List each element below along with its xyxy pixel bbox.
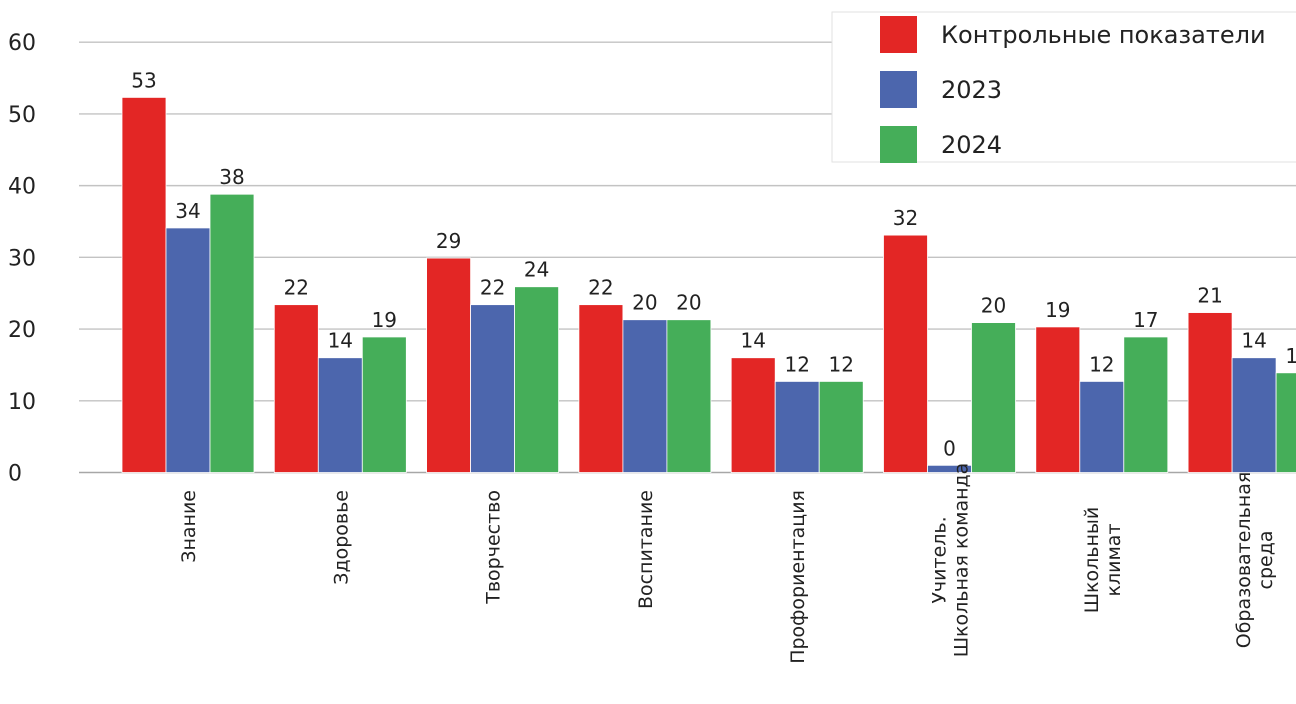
legend-label: 2024 [941, 131, 1002, 159]
bar [317, 357, 363, 473]
data-label: 14 [740, 329, 765, 353]
data-label: 20 [632, 291, 657, 315]
category-label: Здоровье [330, 490, 352, 585]
bar [883, 234, 928, 473]
bar [1035, 326, 1081, 473]
bar [470, 304, 516, 473]
data-label: 19 [1045, 298, 1070, 322]
bar [426, 257, 472, 473]
category-label: Учитель. [929, 516, 951, 603]
y-tick-label: 60 [8, 31, 36, 56]
y-tick-label: 40 [8, 175, 36, 200]
legend: Контрольные показатели 2023 2024 [831, 11, 1296, 163]
data-label: 12 [828, 352, 853, 376]
data-label: 34 [175, 199, 200, 223]
bar [818, 381, 864, 473]
y-tick-label: 30 [8, 246, 36, 271]
bar [1231, 357, 1277, 473]
data-label: 12 [784, 352, 809, 376]
bar [774, 381, 820, 473]
data-label: 32 [893, 206, 918, 230]
category-label: климат [1103, 523, 1125, 596]
bar [666, 319, 712, 473]
data-labels: 53 34 38 22 14 19 29 22 24 22 20 20 14 12 12 32 0 20 19 12 1… [131, 68, 1296, 460]
data-label: 12 [1089, 352, 1114, 376]
bar [514, 286, 559, 473]
x-axis-category-labels: Знание Здоровье Творчество Воспитание Профор… [178, 463, 1277, 664]
legend-label: Контрольные показатели [941, 21, 1266, 49]
y-tick-label: 20 [8, 318, 36, 343]
data-label: 38 [219, 165, 244, 189]
category-label: Творчество [483, 490, 505, 605]
data-label: 22 [284, 276, 309, 300]
data-label: 14 [328, 329, 353, 353]
legend-swatch [880, 16, 917, 53]
data-label: 20 [981, 294, 1006, 318]
data-label: 24 [524, 258, 549, 282]
category-label: Образовательная [1233, 472, 1255, 649]
bar [361, 336, 407, 473]
bar [209, 193, 255, 473]
bar [1275, 372, 1296, 473]
y-tick-label: 10 [8, 390, 36, 415]
data-label: 12 [1285, 344, 1296, 368]
bar [273, 304, 319, 473]
bar [1079, 381, 1125, 473]
data-label: 29 [436, 229, 461, 253]
data-label: 0 [943, 436, 956, 460]
category-label: Школьная команда [951, 463, 973, 658]
legend-label: 2023 [941, 76, 1002, 104]
bar [730, 357, 776, 473]
data-label: 53 [131, 68, 156, 92]
bars [121, 97, 1296, 473]
category-label: среда [1255, 531, 1277, 590]
legend-swatch [880, 126, 917, 163]
bar [622, 319, 668, 473]
y-tick-label: 0 [8, 462, 22, 487]
data-label: 14 [1241, 329, 1266, 353]
y-tick-label: 50 [8, 103, 36, 128]
legend-swatch [880, 71, 917, 108]
data-label: 20 [676, 291, 701, 315]
bar [1187, 312, 1233, 473]
category-label: Профориентация [787, 490, 809, 664]
data-label: 22 [480, 276, 505, 300]
y-axis-ticks: 0 10 20 30 40 50 60 [8, 31, 36, 486]
data-label: 19 [372, 308, 397, 332]
bar [121, 97, 167, 473]
data-label: 21 [1197, 284, 1222, 308]
category-label: Знание [178, 490, 200, 563]
bar [165, 227, 211, 473]
data-label: 17 [1133, 308, 1158, 332]
data-label: 22 [588, 276, 613, 300]
bar [1123, 336, 1169, 473]
category-label: Школьный [1081, 507, 1103, 614]
bar [971, 322, 1016, 473]
category-label: Воспитание [635, 490, 657, 609]
bar [578, 304, 624, 473]
